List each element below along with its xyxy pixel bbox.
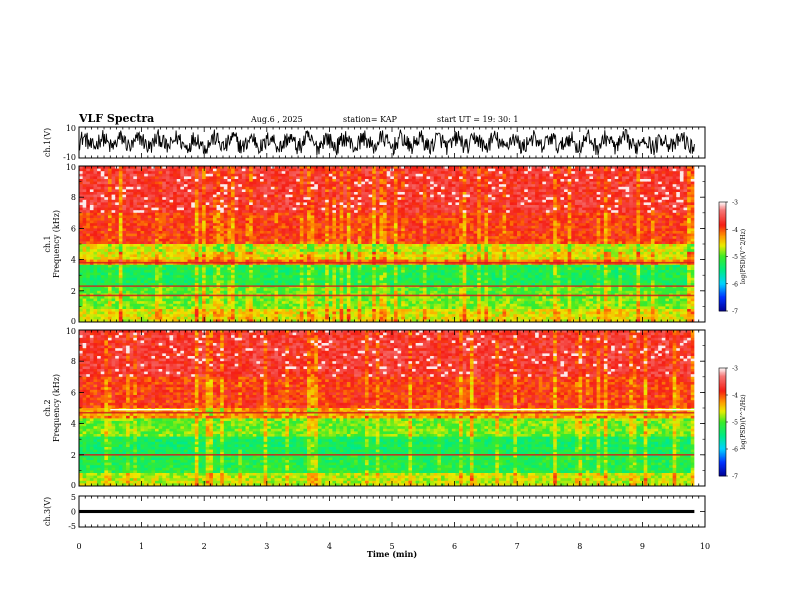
y-label-ch3: ch.3(V) xyxy=(43,497,52,526)
x-tick-label-8: 8 xyxy=(577,542,582,551)
x-axis-label: Time (min) xyxy=(367,549,417,559)
header-station: station= KAP xyxy=(343,115,397,124)
x-tick-label-10: 10 xyxy=(700,542,710,551)
y-tick-label-spec-ch2-3: 6 xyxy=(71,388,76,397)
y-tick-label-spec-ch2-4: 8 xyxy=(71,357,76,366)
colorbar-1: -3 -4 -5 -6 -7 log(PSD)(V^2/Hz) xyxy=(718,200,747,316)
waveform-ch1 xyxy=(78,128,695,157)
y-tick-label-ch3-1: 0 xyxy=(71,508,76,517)
y-tick-label-spec-ch2-0: 0 xyxy=(71,481,76,490)
colorbar-tick-1-4: -7 xyxy=(732,309,738,316)
y-tick-label-ch1-0: 10 xyxy=(66,124,76,133)
x-tick-label-4: 4 xyxy=(327,542,332,551)
no-data-ch2 xyxy=(694,330,705,486)
y-tick-label-spec-ch1-0: 0 xyxy=(71,317,76,326)
x-tick-label-0: 0 xyxy=(76,542,81,551)
x-tick-label-2: 2 xyxy=(202,542,207,551)
header-start-time: start UT = 19: 30: 1 xyxy=(437,115,518,124)
y-tick-label-spec-ch2-2: 4 xyxy=(71,420,76,429)
chart-title: VLF Spectra xyxy=(79,112,154,125)
y-tick-label-ch1-1: -10 xyxy=(63,153,76,162)
colorbar-tick-1-2: -5 xyxy=(732,254,738,261)
y-tick-label-ch3-2: -5 xyxy=(68,522,76,531)
y-tick-label-spec-ch1-4: 8 xyxy=(71,193,76,202)
y-tick-label-spec-ch1-5: 10 xyxy=(66,163,76,172)
spectrogram-ch1 xyxy=(79,166,705,323)
colorbar-tick-2-1: -4 xyxy=(732,393,738,400)
x-tick-label-7: 7 xyxy=(515,542,520,551)
colorbar-tick-2-0: -3 xyxy=(732,366,738,373)
colorbar-tick-2-4: -7 xyxy=(732,474,738,481)
header-date: Aug.6 , 2025 xyxy=(251,115,303,124)
y-tick-label-spec-ch1-3: 6 xyxy=(71,224,76,233)
no-data-ch1 xyxy=(694,166,705,322)
colorbar-2: -3 -4 -5 -6 -7 log(PSD)(V^2/Hz) xyxy=(718,366,747,481)
y-tick-label-spec-ch1-2: 4 xyxy=(71,256,76,265)
y-label-spec-ch2: Frequency (kHz) xyxy=(52,374,61,442)
spectrogram-ch2 xyxy=(79,330,705,487)
y-label-channel-spec-ch1: ch.1 xyxy=(43,235,52,252)
colorbar-label-1: log(PSD)(V^2/Hz) xyxy=(740,229,747,284)
colorbar-tick-2-2: -5 xyxy=(732,420,738,427)
colorbar-label-2: log(PSD)(V^2/Hz) xyxy=(740,394,747,449)
waveform-ch3 xyxy=(79,509,695,514)
y-tick-label-spec-ch1-1: 2 xyxy=(71,287,76,296)
y-label-ch1: ch.1(V) xyxy=(43,128,52,157)
colorbar-tick-1-0: -3 xyxy=(732,200,738,207)
colorbar-tick-1-1: -4 xyxy=(732,227,738,234)
y-label-channel-spec-ch2: ch.2 xyxy=(43,399,52,416)
y-tick-label-spec-ch2-5: 10 xyxy=(66,327,76,336)
x-tick-label-5: 5 xyxy=(389,542,394,551)
y-tick-label-spec-ch2-1: 2 xyxy=(71,451,76,460)
x-tick-label-3: 3 xyxy=(264,542,269,551)
x-tick-label-6: 6 xyxy=(452,542,457,551)
x-tick-label-1: 1 xyxy=(139,542,144,551)
y-tick-label-ch3-0: 5 xyxy=(71,493,76,502)
colorbar-tick-1-3: -6 xyxy=(732,281,738,288)
x-tick-label-9: 9 xyxy=(640,542,645,551)
colorbar-tick-2-3: -6 xyxy=(732,447,738,454)
y-label-spec-ch1: Frequency (kHz) xyxy=(52,210,61,278)
